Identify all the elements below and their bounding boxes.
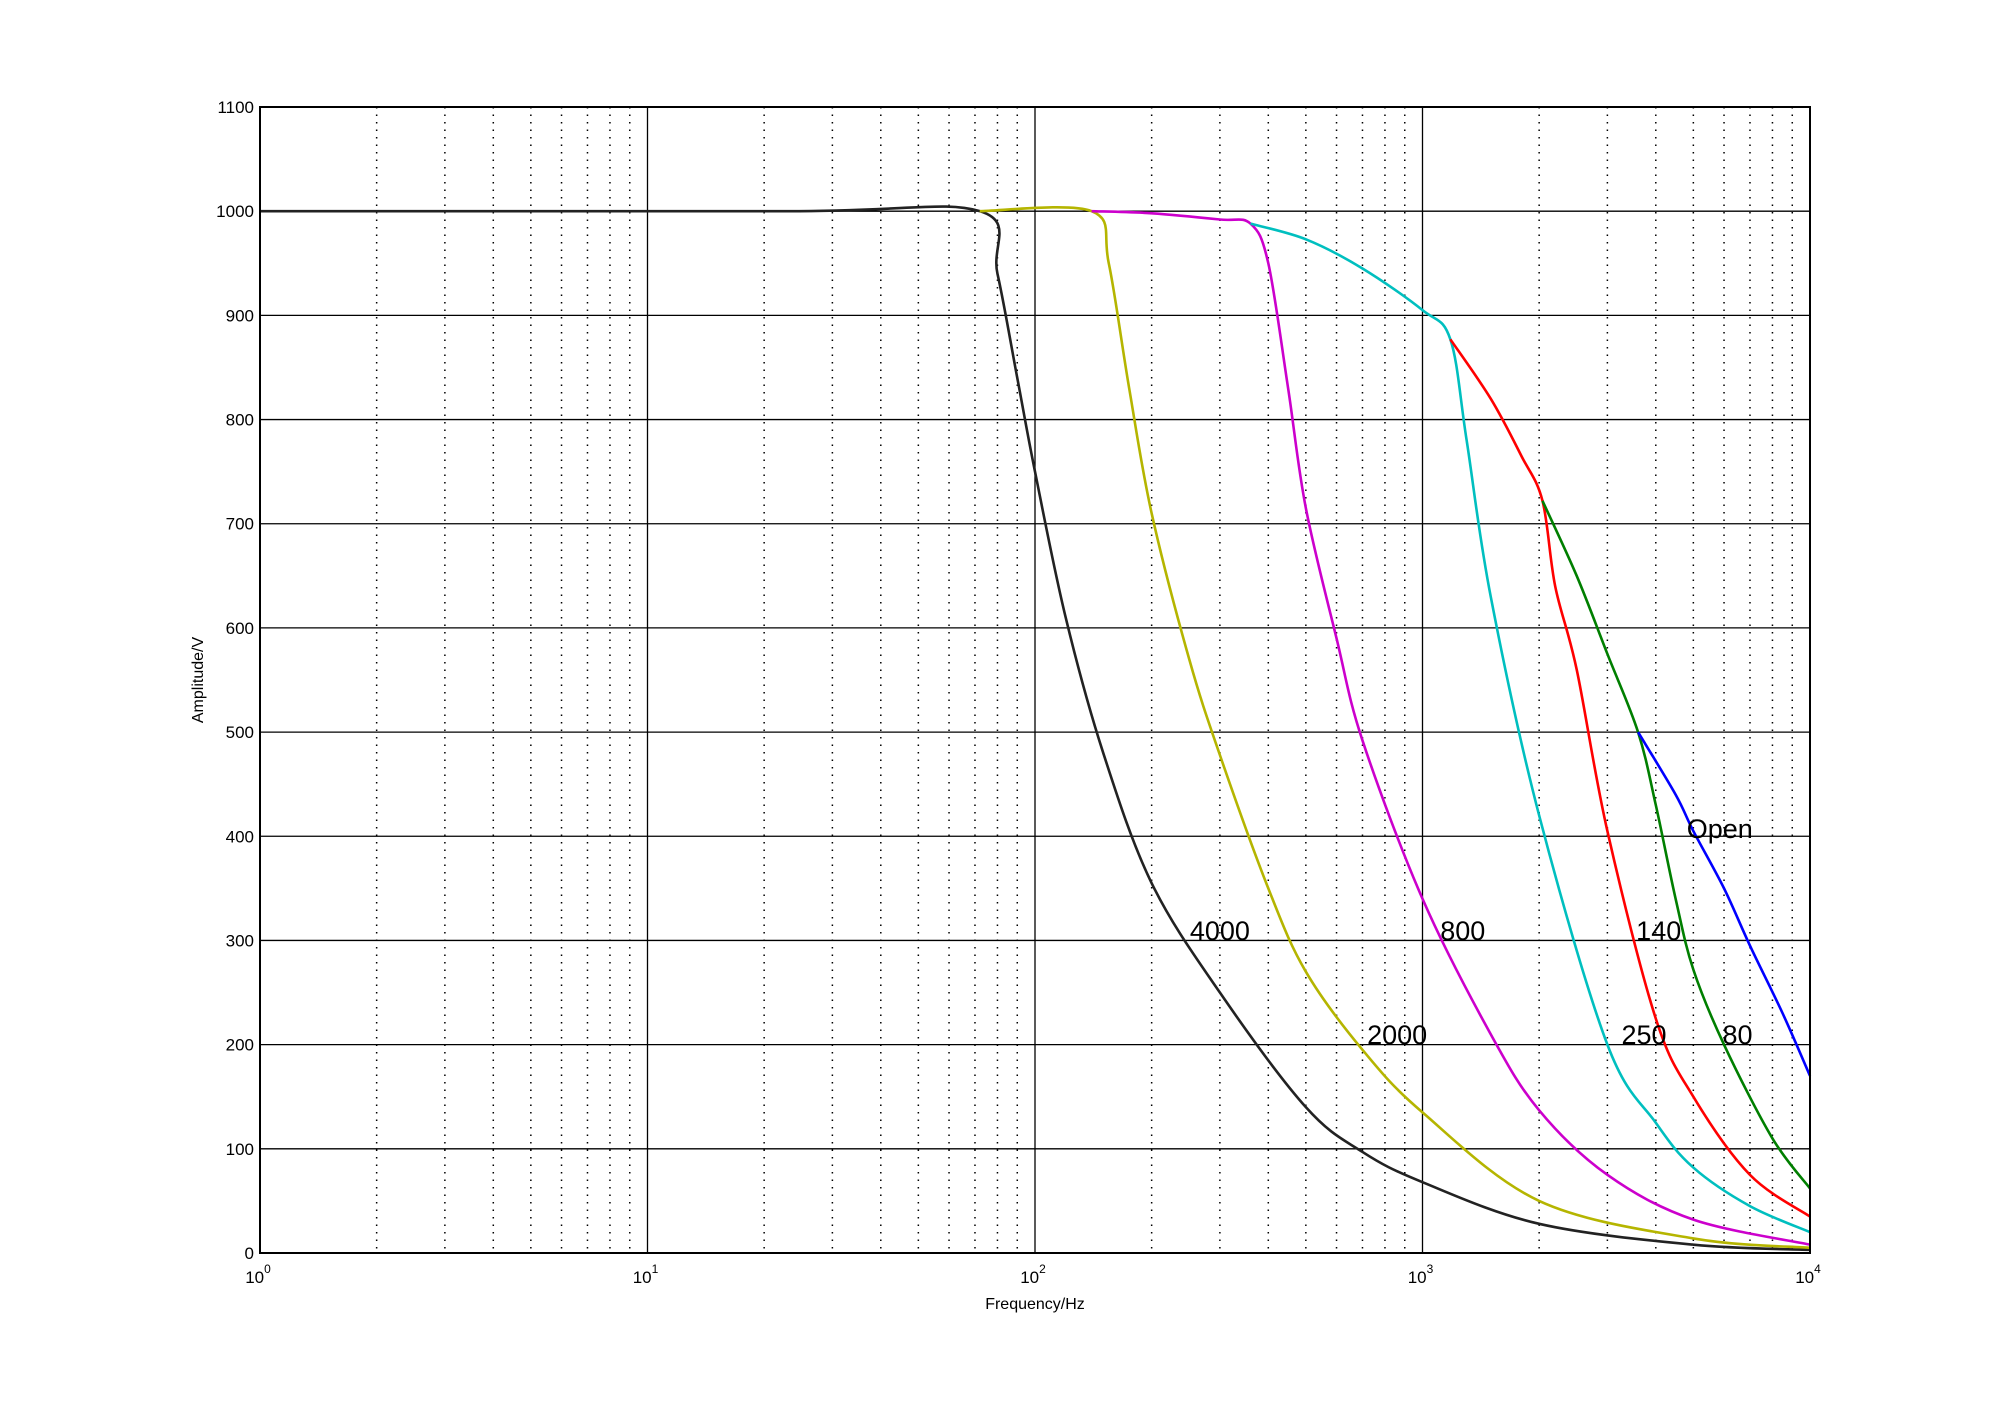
x-tick-label: 104 [1795,1262,1821,1287]
y-tick-label: 0 [245,1244,254,1263]
curve-label-open: Open [1687,814,1753,844]
y-tick-label: 1100 [217,98,254,117]
y-tick-label: 1000 [216,202,254,221]
x-tick-label: 100 [245,1262,271,1287]
series-line-open [1636,731,1812,1077]
x-tick-label: 102 [1020,1262,1046,1287]
y-tick-label: 800 [226,411,254,430]
x-tick-label: 103 [1408,1262,1434,1287]
annotations: 4000 2000 800 140 250 80 Open [1190,814,1753,1050]
y-tick-label: 300 [226,931,254,950]
y-tick-label: 700 [226,515,254,534]
y-axis-label: Amplitude/V [190,637,207,724]
series-line-800 [1091,209,1811,1246]
curve-label-4000: 4000 [1190,916,1250,946]
curve-label-2000: 2000 [1367,1020,1427,1050]
plot-frame [259,106,1811,1254]
x-tick-label: 101 [633,1262,659,1287]
curve-label-140: 140 [1636,916,1681,946]
y-tick-label: 900 [226,306,254,325]
curve-label-80: 80 [1722,1020,1752,1050]
series-group [260,205,1812,1252]
y-tick-label: 400 [226,827,254,846]
series-line-2000 [979,206,1811,1250]
y-tick-label: 100 [226,1140,254,1159]
x-axis-label: Frequency/Hz [985,1296,1085,1313]
series-line-140 [1449,338,1811,1218]
series-line-4000 [260,205,1811,1252]
series-line-80 [1541,500,1812,1190]
curve-label-800: 800 [1440,916,1485,946]
y-tick-label: 500 [226,723,254,742]
y-tick-label: 600 [226,619,254,638]
y-tick-label: 200 [226,1036,254,1055]
curve-label-250: 250 [1622,1020,1667,1050]
series-line-250 [1250,222,1811,1234]
